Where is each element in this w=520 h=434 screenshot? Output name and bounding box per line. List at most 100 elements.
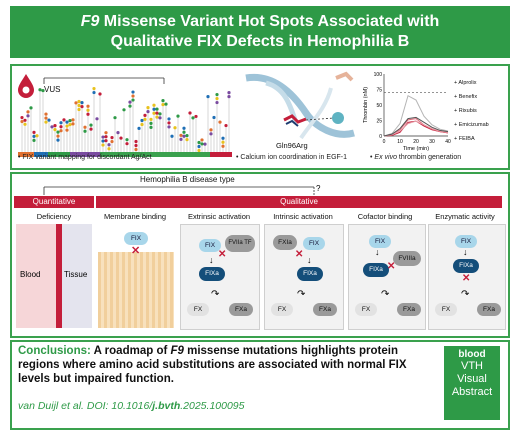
- variant-caption: • FIX variant mapping for discordant Ag/…: [18, 154, 152, 161]
- title-gene: F9: [80, 13, 100, 30]
- variant-dot: [20, 115, 24, 120]
- variant-dot: [200, 142, 204, 146]
- variant-dot: [149, 125, 153, 130]
- variant-dot: [155, 115, 159, 119]
- impaired-icon: ✕: [295, 249, 304, 260]
- variant-dot: [53, 124, 57, 128]
- arrow-right-icon: ↷: [461, 289, 470, 300]
- variant-dot: [167, 121, 171, 125]
- variant-dot: [197, 144, 201, 149]
- category-deficiency: Deficiency: [36, 212, 72, 221]
- x-axis-label: Time (min): [403, 146, 429, 152]
- legend-alprolix: + Alprolix: [454, 80, 477, 86]
- variant-dot: [29, 106, 33, 110]
- fviia-tf-complex: FVIIa TF: [225, 235, 255, 252]
- conclusion-text: Conclusions: A roadmap of F9 missense mu…: [18, 345, 407, 385]
- fixa-protein: FIXa: [297, 267, 323, 281]
- variant-dot: [38, 88, 42, 92]
- variant-dot: [140, 118, 144, 123]
- variant-dot: [65, 120, 69, 124]
- variant-dot: [26, 110, 30, 114]
- y-axis-label: Thrombin (nM): [363, 87, 369, 123]
- variant-dot: [95, 117, 99, 121]
- title-line-1-text: Missense Variant Hot Spots Associated wi…: [99, 13, 440, 30]
- arrow-right-icon: ↷: [297, 289, 306, 300]
- variant-dot: [218, 120, 222, 124]
- variant-dot: [32, 134, 36, 138]
- variant-lollipop-plot: VUS: [18, 74, 232, 157]
- category-cofactor-binding: Cofactor binding: [357, 212, 413, 221]
- variant-dot: [59, 125, 63, 129]
- variant-dot: [74, 101, 78, 105]
- variant-dot: [71, 122, 75, 126]
- variant-dot: [221, 144, 225, 148]
- blood-logo: blood: [458, 349, 486, 360]
- variant-dot: [107, 147, 111, 151]
- variant-dot: [101, 135, 105, 139]
- variant-dot: [146, 106, 150, 110]
- fix-protein: FIX: [124, 232, 148, 245]
- gln96arg-residue: [283, 114, 307, 124]
- arrow-down-icon: ↓: [463, 247, 468, 257]
- variant-dot: [83, 125, 87, 129]
- fixa-protein: FIXa: [453, 259, 479, 273]
- variant-dot: [65, 128, 69, 132]
- variant-dot: [125, 138, 129, 142]
- conclusion-gene: F9: [170, 345, 184, 357]
- tissue-label: Tissue: [64, 270, 88, 279]
- legend-rixubis: + Rixubis: [454, 108, 477, 114]
- variant-dot: [149, 121, 153, 126]
- variant-dot: [101, 143, 105, 147]
- fxia-protein: FXIa: [273, 235, 297, 250]
- variant-dot: [44, 116, 48, 120]
- impaired-icon: ✕: [131, 245, 141, 257]
- fxa-protein: FXa: [477, 303, 501, 316]
- arrow-right-icon: ↷: [381, 289, 390, 300]
- variant-dot: [164, 102, 168, 106]
- variant-dot: [56, 134, 60, 138]
- deficiency-box: Blood Tissue: [16, 224, 92, 328]
- y-tick-label: 100: [374, 72, 383, 78]
- series-line-feiba: [383, 116, 449, 137]
- fxa-protein: FXa: [313, 303, 337, 316]
- impaired-icon: ✕: [387, 261, 396, 272]
- variant-dot: [152, 107, 156, 111]
- variant-dot: [68, 122, 72, 127]
- fix-protein: FIX: [303, 237, 325, 250]
- fxa-protein: FXa: [397, 303, 421, 316]
- variant-dot: [41, 88, 45, 93]
- variant-dot: [206, 95, 210, 99]
- variant-dot: [146, 110, 150, 114]
- variant-dot: [68, 118, 72, 123]
- variant-dot: [50, 125, 54, 129]
- arrow-right-icon: ↷: [211, 289, 220, 300]
- badge-line-3: Abstract: [451, 386, 493, 398]
- impaired-icon: ✕: [462, 273, 471, 284]
- variant-dot: [182, 134, 186, 138]
- variant-dot: [44, 112, 48, 116]
- variant-dot: [83, 129, 87, 133]
- intrinsic-activation-box: FXIa FIX ✕ ↓ FIXa FX FXa ↷: [264, 224, 344, 330]
- variant-dot: [212, 115, 216, 120]
- variant-dot: [215, 96, 219, 101]
- variant-dot: [32, 130, 36, 134]
- variant-dot: [116, 131, 120, 135]
- variant-dot: [182, 130, 186, 134]
- variant-dot: [101, 139, 105, 143]
- category-intrinsic-activation: Intrinsic activation: [273, 212, 333, 221]
- category-enzymatic-activity: Enzymatic activity: [435, 212, 495, 221]
- conclusion-label: Conclusions:: [18, 345, 91, 357]
- variant-dot: [77, 99, 81, 104]
- variant-dot: [197, 148, 201, 153]
- variant-dot: [125, 142, 129, 146]
- y-tick-label: 0: [379, 134, 382, 140]
- variant-dot: [179, 137, 183, 141]
- category-membrane-binding: Membrane binding: [103, 212, 167, 221]
- classification-bracket: [43, 186, 315, 195]
- variant-dot: [47, 118, 51, 122]
- variant-dot: [152, 103, 156, 107]
- cofactor-binding-box: FIX ↓ FVIIIa FIXa ✕ FX FXa ↷: [348, 224, 426, 330]
- variant-dot: [86, 112, 90, 116]
- variant-dot: [227, 91, 231, 95]
- fx-protein: FX: [355, 303, 377, 316]
